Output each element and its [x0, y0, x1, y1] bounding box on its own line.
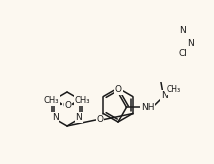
- Bar: [146, 18, 200, 82]
- Text: Cl: Cl: [178, 49, 187, 58]
- Text: N: N: [75, 113, 82, 122]
- Text: CH₃: CH₃: [74, 96, 90, 105]
- Text: N: N: [180, 26, 186, 35]
- Text: NH: NH: [141, 103, 154, 112]
- Text: O: O: [64, 101, 71, 110]
- Text: CH₃: CH₃: [44, 96, 59, 105]
- Text: CH₃: CH₃: [166, 85, 181, 94]
- Text: O: O: [63, 101, 70, 110]
- Text: O: O: [96, 115, 103, 124]
- Text: N: N: [52, 113, 59, 122]
- Text: N: N: [161, 91, 168, 100]
- Text: O: O: [115, 85, 122, 94]
- Text: N: N: [188, 39, 194, 48]
